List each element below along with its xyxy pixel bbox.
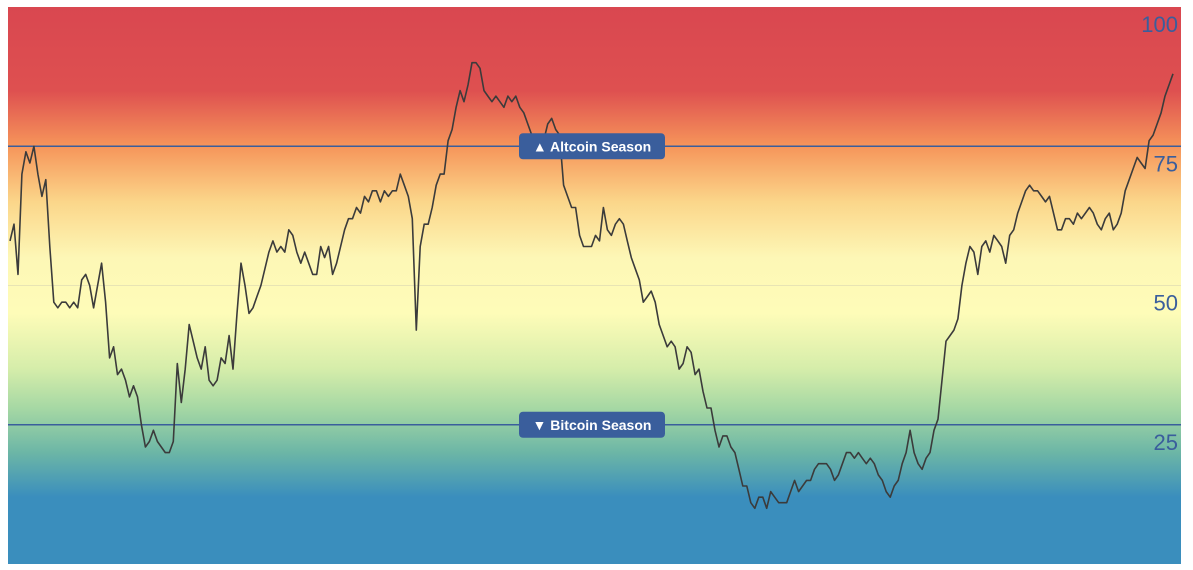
y-tick-label-25: 25 <box>1154 430 1178 455</box>
altcoin-season-badge: ▲ Altcoin Season <box>519 133 665 160</box>
bitcoin-season-badge-bg <box>519 411 665 438</box>
bitcoin-season-label: ▼ Bitcoin Season <box>533 417 652 433</box>
y-tick-label-75: 75 <box>1154 151 1178 176</box>
threshold-badges: ▲ Altcoin Season ▼ Bitcoin Season <box>519 133 665 438</box>
y-axis-tick-labels: 100 75 50 25 <box>1141 12 1178 455</box>
altcoin-season-badge-bg <box>519 133 665 160</box>
y-tick-label-50: 50 <box>1154 291 1178 316</box>
bitcoin-season-badge: ▼ Bitcoin Season <box>519 411 665 438</box>
altcoin-season-label: ▲ Altcoin Season <box>533 138 651 154</box>
index-series-line <box>9 61 1174 510</box>
y-tick-label-100: 100 <box>1141 12 1178 37</box>
